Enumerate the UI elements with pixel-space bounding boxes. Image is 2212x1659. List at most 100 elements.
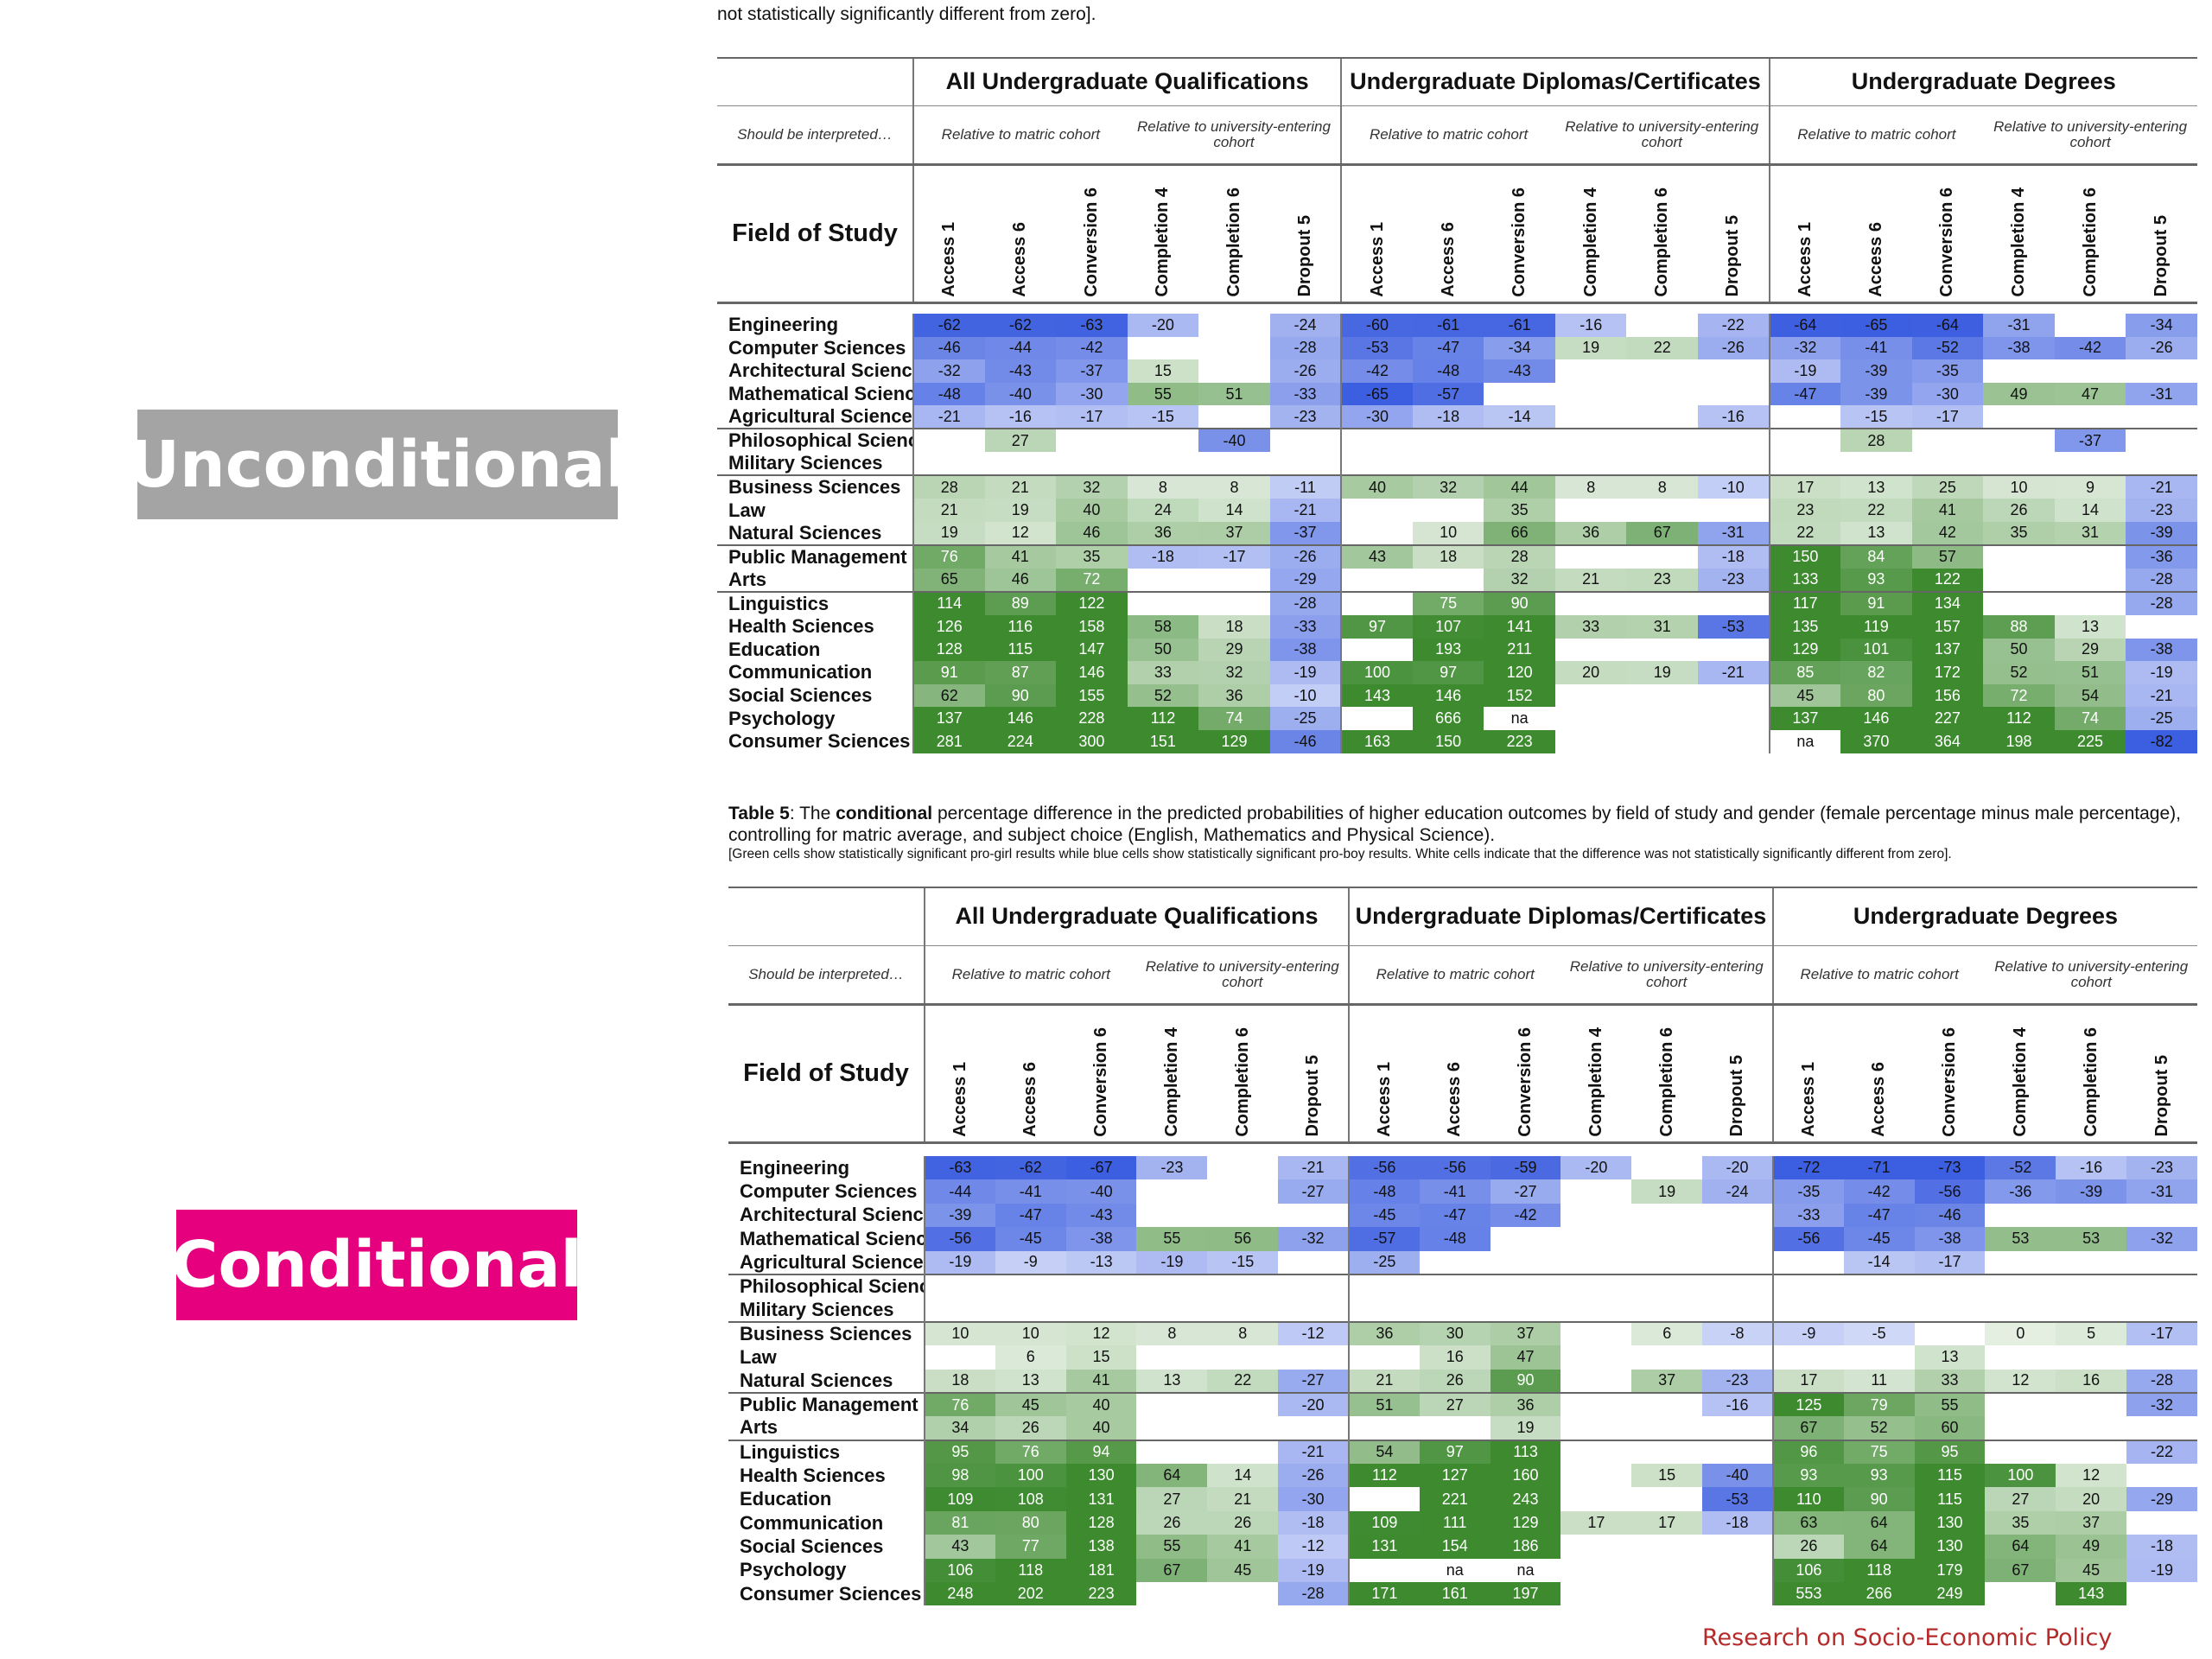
value-cell: 211 [1484, 638, 1555, 662]
value-cell [1207, 1439, 1279, 1465]
field-name: Communication [728, 661, 873, 683]
value-cell: 45 [1768, 683, 1841, 708]
value-cell [1631, 1535, 1703, 1559]
value-cell: 128 [1065, 1510, 1137, 1535]
value-cell [1626, 452, 1699, 476]
value-cell: 25 [1911, 474, 1984, 499]
value-cell: 249 [1914, 1582, 1986, 1606]
value-cell: -25 [1269, 707, 1342, 730]
value-cell: -41 [995, 1179, 1066, 1204]
value-cell [912, 428, 985, 453]
value-cell [1198, 314, 1270, 337]
value-cell [1207, 1391, 1279, 1417]
value-cell: 19 [912, 521, 985, 545]
value-cell [2054, 359, 2126, 383]
value-cell [1914, 1298, 1986, 1322]
column-header: Access 6 [1840, 164, 1912, 304]
relative-to-university: Relative to university-entering cohort [1136, 945, 1349, 1006]
column-header: Completion 6 [1207, 1004, 1279, 1144]
value-cell: 171 [1347, 1582, 1420, 1606]
value-cell: 79 [1843, 1391, 1915, 1417]
column-header-label: Access 6 [1438, 221, 1458, 297]
value-cell: -19 [924, 1250, 995, 1274]
value-cell: -27 [1278, 1369, 1349, 1393]
value-cell: 138 [1065, 1535, 1137, 1559]
value-cell: -53 [1698, 614, 1770, 639]
value-cell: 18 [1198, 614, 1270, 639]
value-cell: 12 [2056, 1464, 2127, 1488]
conditional-table: All Undergraduate Qualifications Undergra… [728, 887, 2197, 1606]
value-cell [1560, 1487, 1632, 1511]
interpret-label: Should be interpreted… [717, 105, 913, 166]
column-header: Access 1 [1347, 1004, 1420, 1144]
field-name: Linguistics [728, 1439, 925, 1465]
value-cell: 41 [1911, 499, 1984, 522]
value-cell: 20 [2056, 1487, 2127, 1511]
table-row: Psychology 137 146 228 112 74 -25 666 na 137 146 22… [717, 707, 2197, 730]
value-cell: 10 [1983, 474, 2055, 499]
value-cell [1843, 1273, 1915, 1299]
value-cell: 11 [1843, 1369, 1915, 1393]
value-cell [1985, 1439, 2056, 1465]
value-cell [1419, 1298, 1491, 1322]
relative-to-matric: Relative to matric cohort [912, 105, 1128, 166]
value-cell: 146 [984, 707, 1057, 730]
value-cell [1702, 1558, 1773, 1583]
value-cell [1626, 590, 1699, 615]
value-cell: -72 [1771, 1156, 1844, 1180]
caption-bold: conditional [836, 804, 933, 823]
value-cell [2126, 405, 2197, 429]
value-cell [1347, 1298, 1420, 1322]
value-cell [1554, 359, 1627, 383]
column-header: Completion 4 [1983, 164, 2055, 304]
value-cell: -48 [912, 382, 985, 406]
value-cell: 23 [1626, 568, 1699, 592]
value-cell [1136, 1416, 1208, 1440]
value-cell [2056, 1203, 2127, 1228]
value-cell: 97 [1340, 614, 1413, 639]
value-cell: 66 [1484, 521, 1555, 545]
value-cell: -26 [1269, 359, 1342, 383]
value-cell: 36 [1554, 521, 1627, 545]
value-cell: 62 [912, 683, 985, 708]
value-cell [1626, 359, 1699, 383]
value-cell: 58 [1127, 614, 1199, 639]
value-cell: 41 [1207, 1535, 1279, 1559]
value-cell: -37 [1269, 521, 1342, 545]
value-cell [1702, 1273, 1773, 1299]
table-row: Social Sciences 62 90 155 52 36 -10 143 146 152 45… [717, 683, 2197, 708]
value-cell: 129 [1768, 638, 1841, 662]
value-cell: 120 [1484, 661, 1555, 684]
value-cell [1207, 1179, 1279, 1204]
value-cell: -26 [1278, 1464, 1349, 1488]
value-cell: 16 [2056, 1369, 2127, 1393]
value-cell [2056, 1273, 2127, 1299]
value-cell: 8 [1207, 1320, 1279, 1346]
value-cell [1771, 1345, 1844, 1370]
relative-to-matric: Relative to matric cohort [1771, 945, 1986, 1006]
value-cell [1983, 359, 2055, 383]
value-cell: 155 [1056, 683, 1128, 708]
column-header: Conversion 6 [1914, 1004, 1986, 1144]
value-cell: 67 [1626, 521, 1699, 545]
value-cell: -63 [1056, 314, 1128, 337]
value-cell: 179 [1914, 1558, 1986, 1583]
value-cell: -48 [1412, 359, 1484, 383]
column-header: Access 6 [1843, 1004, 1915, 1144]
value-cell: 52 [1843, 1416, 1915, 1440]
value-cell [1554, 543, 1627, 569]
value-cell: -11 [1269, 474, 1342, 499]
value-cell: -46 [1269, 729, 1342, 753]
value-cell: 40 [1065, 1391, 1137, 1417]
value-cell [1631, 1203, 1703, 1228]
column-header: Completion 6 [1198, 164, 1270, 304]
value-cell: 75 [1843, 1439, 1915, 1465]
field-of-study-header: Field of Study [717, 164, 913, 304]
value-cell [1843, 1298, 1915, 1322]
value-cell [1768, 452, 1841, 476]
column-header: Dropout 5 [1269, 164, 1342, 304]
column-header-label: Completion 4 [1153, 187, 1173, 297]
value-cell [1207, 1156, 1279, 1180]
value-cell [1631, 1345, 1703, 1370]
value-cell: 19 [1554, 336, 1627, 360]
